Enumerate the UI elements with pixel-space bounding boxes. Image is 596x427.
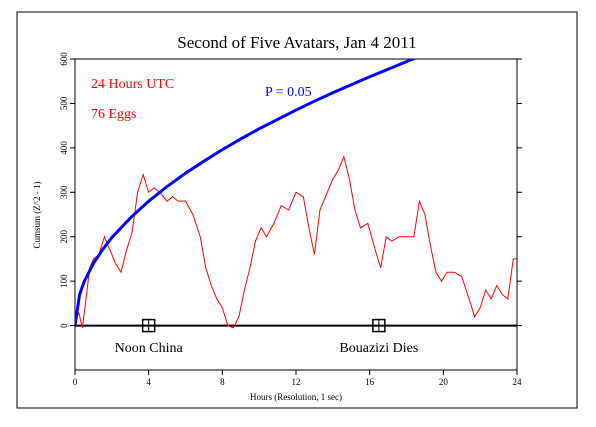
y-tick-label: 200	[59, 229, 69, 243]
x-tick-label: 8	[220, 377, 225, 387]
marker-label: Noon China	[115, 341, 184, 356]
marker-label: Bouazizi Dies	[339, 341, 418, 356]
y-tick-label: 600	[59, 52, 69, 66]
plot-frame	[74, 58, 518, 371]
series-label: P = 0.05	[265, 85, 312, 100]
x-tick-label: 20	[439, 377, 449, 387]
x-tick-label: 16	[365, 377, 375, 387]
y-tick-label: 500	[59, 96, 69, 110]
y-tick-label: 0	[59, 323, 69, 328]
series-line	[75, 155, 517, 329]
outer-frame	[16, 11, 578, 409]
annotation: 24 Hours UTC	[91, 77, 174, 92]
series-line	[75, 59, 418, 326]
x-axis-label: Hours (Resolution, 1 sec)	[250, 392, 342, 402]
y-axis-label: Cumsum (Z^2 - 1)	[32, 182, 42, 249]
annotation: 76 Eggs	[91, 107, 137, 122]
x-tick-label: 12	[292, 377, 301, 387]
chart-title: Second of Five Avatars, Jan 4 2011	[177, 33, 416, 52]
y-tick-label: 300	[59, 185, 69, 199]
x-tick-label: 4	[146, 377, 151, 387]
x-tick-label: 24	[513, 377, 523, 387]
y-tick-label: 400	[59, 141, 69, 155]
y-tick-label: 100	[59, 274, 69, 288]
x-tick-label: 0	[73, 377, 78, 387]
